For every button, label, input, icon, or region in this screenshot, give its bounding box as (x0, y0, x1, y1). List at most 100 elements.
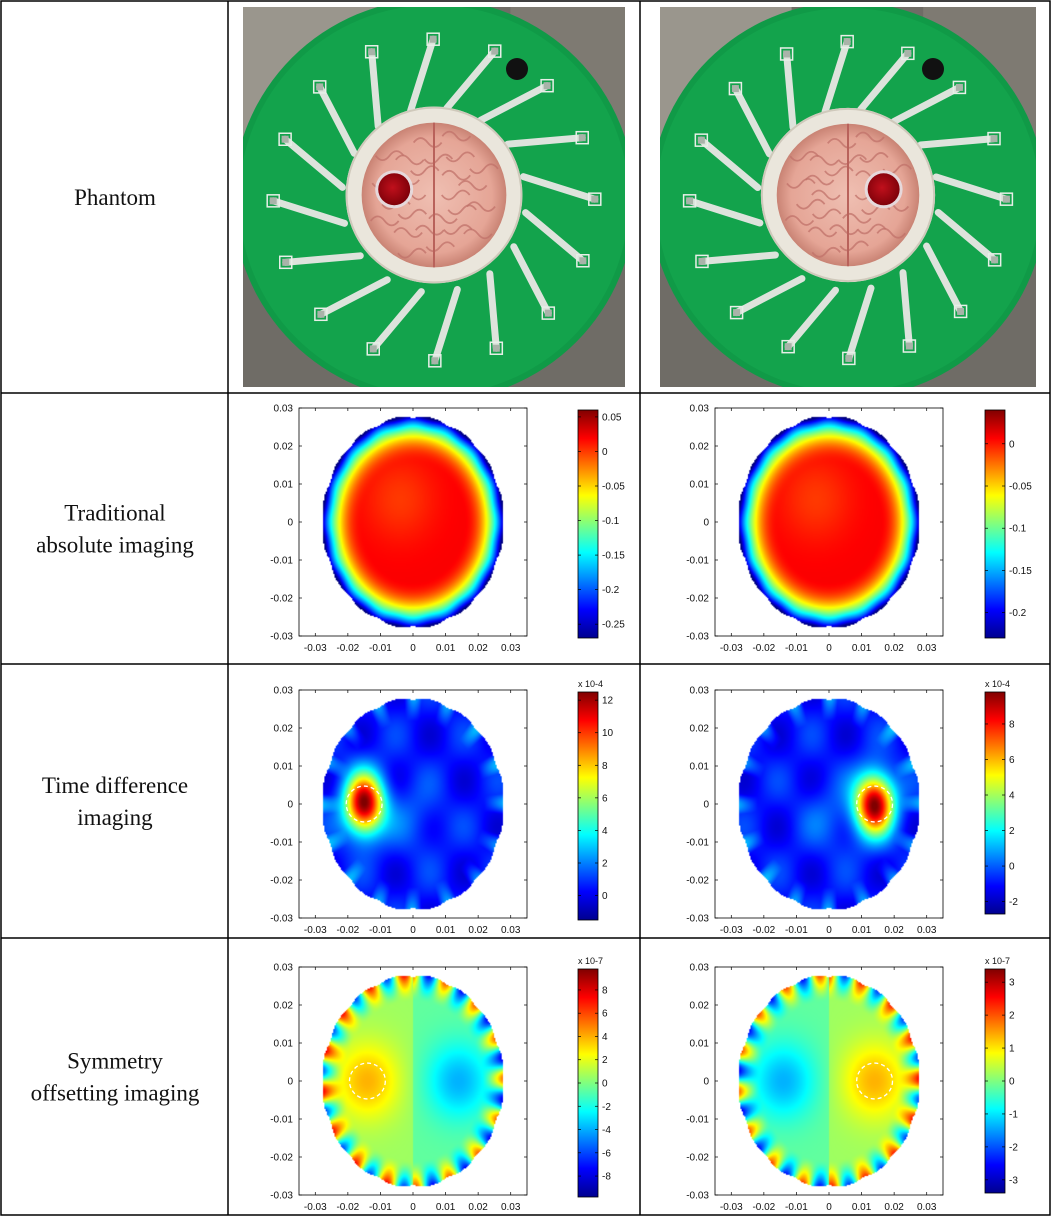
y-tick-label: 0.03 (274, 404, 294, 415)
y-tick-label: 0 (703, 1077, 709, 1088)
x-tick-label: 0.02 (884, 1202, 904, 1213)
y-tick-label: -0.03 (686, 1191, 709, 1202)
y-tick-label: 0.01 (690, 762, 710, 773)
heatmap-image (299, 967, 527, 1195)
target-marker (856, 1062, 894, 1100)
row-label: Time difference (42, 773, 188, 798)
x-tick-label: -0.02 (336, 643, 359, 654)
x-tick-label: -0.03 (720, 925, 743, 936)
y-tick-label: 0.02 (690, 1001, 710, 1012)
y-tick-label: 0.02 (690, 724, 710, 735)
x-tick-label: 0 (826, 643, 832, 654)
colorbar-tick-label: 6 (602, 1009, 608, 1020)
colorbar-tick-label: -0.1 (602, 516, 620, 527)
colorbar-tick-label: -4 (602, 1125, 611, 1136)
x-tick-label: -0.01 (785, 643, 808, 654)
row-label: offsetting imaging (31, 1081, 200, 1106)
y-tick-label: 0.02 (690, 442, 710, 453)
colorbar-tick-label: 4 (602, 826, 608, 837)
y-tick-label: 0.01 (274, 480, 294, 491)
colorbar-exponent: x 10-4 (578, 679, 603, 689)
x-tick-label: -0.01 (369, 643, 392, 654)
colorbar-tick-label: 6 (602, 793, 608, 804)
heatmap-chart: -0.03 -0.02 -0.01 0 0.01 0.02 0.03 0.03 0.02 0.01… (686, 679, 1018, 936)
y-tick-label: 0.02 (274, 442, 294, 453)
colorbar-tick-label: -0.15 (602, 551, 625, 562)
x-tick-label: 0.01 (436, 643, 456, 654)
x-tick-label: 0.02 (468, 925, 488, 936)
target-marker (856, 785, 894, 823)
colorbar (577, 691, 599, 921)
colorbar-tick-label: -0.1 (1009, 524, 1027, 535)
x-tick-label: -0.01 (785, 925, 808, 936)
y-tick-label: 0.01 (690, 1039, 710, 1050)
colorbar-exponent: x 10-7 (578, 956, 603, 966)
x-tick-label: 0 (410, 925, 416, 936)
row-label: imaging (77, 805, 153, 830)
colorbar-tick-label: 2 (1009, 1011, 1015, 1022)
x-tick-label: 0 (826, 1202, 832, 1213)
x-tick-label: 0.02 (884, 643, 904, 654)
y-tick-label: 0 (703, 518, 709, 529)
heatmap-chart: -0.03 -0.02 -0.01 0 0.01 0.02 0.03 0.03 0.02 0.01… (686, 956, 1018, 1213)
x-tick-label: -0.02 (752, 643, 775, 654)
colorbar-tick-label: 1 (1009, 1044, 1015, 1055)
colorbar-exponent: x 10-7 (985, 956, 1010, 966)
x-tick-label: 0.01 (852, 1202, 872, 1213)
y-tick-label: 0.02 (274, 724, 294, 735)
x-tick-label: -0.01 (369, 925, 392, 936)
colorbar-tick-label: 2 (1009, 826, 1015, 837)
colorbar-tick-label: 0 (1009, 439, 1015, 450)
heatmap-image (715, 408, 943, 636)
y-tick-label: -0.03 (686, 632, 709, 643)
x-tick-label: 0.01 (436, 925, 456, 936)
y-tick-label: -0.01 (686, 838, 709, 849)
colorbar-tick-label: -2 (1009, 1142, 1018, 1153)
colorbar-tick-label: -0.2 (602, 585, 620, 596)
x-tick-label: 0.02 (468, 643, 488, 654)
colorbar (984, 409, 1006, 639)
y-tick-label: -0.01 (270, 838, 293, 849)
y-tick-label: -0.02 (686, 594, 709, 605)
y-tick-label: 0 (287, 800, 293, 811)
x-tick-label: -0.02 (752, 925, 775, 936)
y-tick-label: 0 (287, 1077, 293, 1088)
colorbar (577, 409, 599, 639)
colorbar-tick-label: 4 (1009, 791, 1015, 802)
x-tick-label: -0.03 (304, 643, 327, 654)
x-tick-label: 0.02 (468, 1202, 488, 1213)
y-tick-label: 0.02 (274, 1001, 294, 1012)
x-tick-label: -0.03 (720, 1202, 743, 1213)
y-tick-label: -0.01 (686, 1115, 709, 1126)
x-tick-label: 0.03 (917, 643, 937, 654)
y-tick-label: 0.03 (690, 686, 710, 697)
x-tick-label: 0 (410, 1202, 416, 1213)
colorbar-tick-label: 2 (602, 859, 608, 870)
heatmap-image (299, 690, 527, 918)
y-tick-label: 0.01 (274, 1039, 294, 1050)
y-tick-label: -0.02 (270, 594, 293, 605)
y-tick-label: -0.01 (686, 556, 709, 567)
target-marker (348, 1062, 386, 1100)
y-tick-label: 0.03 (274, 963, 294, 974)
colorbar-tick-label: 4 (602, 1032, 608, 1043)
colorbar-tick-label: -0.15 (1009, 566, 1032, 577)
heatmap-image (715, 967, 943, 1195)
colorbar-tick-label: 0.05 (602, 412, 622, 423)
y-tick-label: 0.03 (274, 686, 294, 697)
y-tick-label: -0.02 (686, 876, 709, 887)
colorbar-tick-label: 8 (602, 985, 608, 996)
colorbar-tick-label: -0.05 (602, 482, 625, 493)
x-tick-label: 0.01 (852, 925, 872, 936)
phantom-photo (243, 7, 625, 387)
x-tick-label: -0.02 (752, 1202, 775, 1213)
colorbar-tick-label: -6 (602, 1148, 611, 1159)
colorbar-tick-label: 0 (602, 447, 608, 458)
y-tick-label: -0.02 (270, 876, 293, 887)
x-tick-label: 0.03 (917, 1202, 937, 1213)
y-tick-label: -0.01 (270, 556, 293, 567)
y-tick-label: -0.03 (270, 914, 293, 925)
x-tick-label: -0.03 (720, 643, 743, 654)
